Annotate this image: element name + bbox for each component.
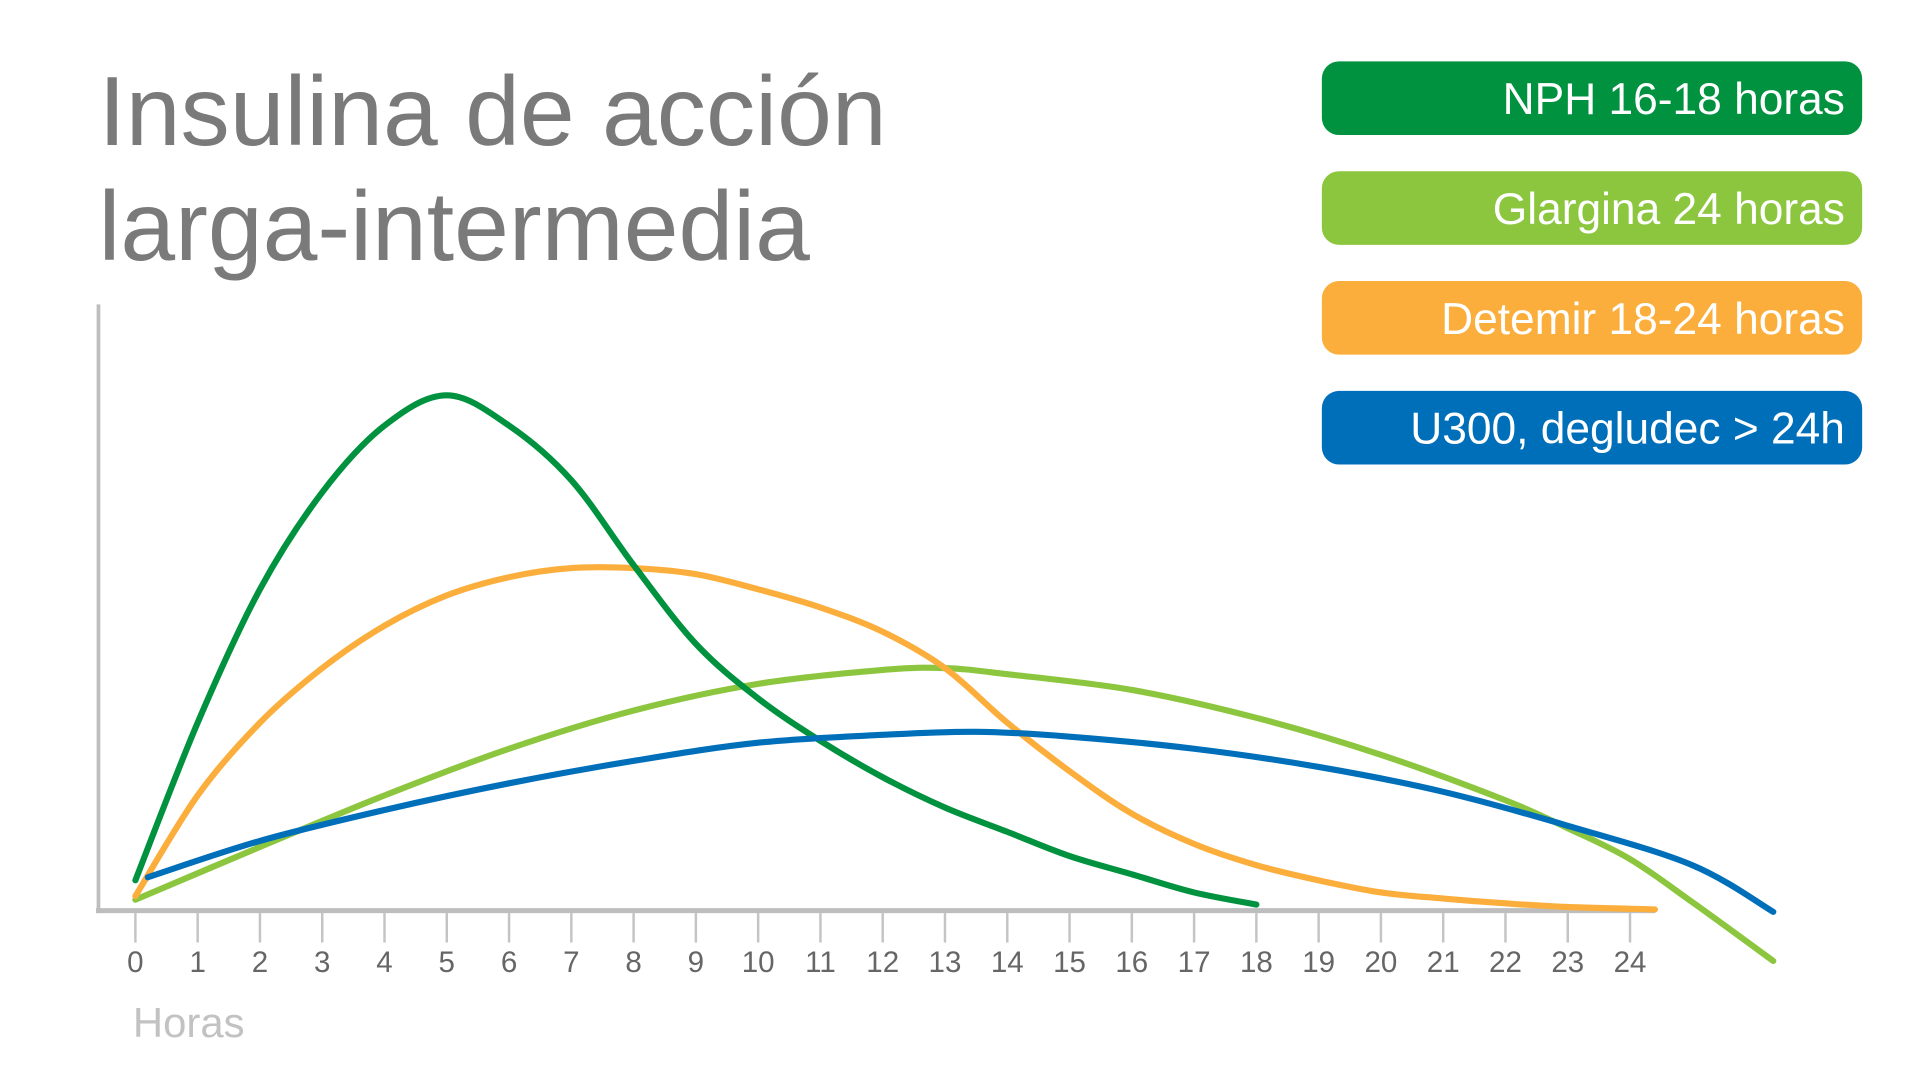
legend-swatch [1321, 61, 1863, 136]
x-tick-label: 1 [189, 946, 205, 979]
x-tick-label: 13 [929, 946, 962, 979]
legend-label: Detemir 18-24 horas [1441, 295, 1845, 344]
x-tick-label: 11 [805, 946, 836, 979]
x-tick-label: 6 [501, 946, 517, 979]
legend: NPH 16-18 horas Glargina 24 horas Detemir … [1321, 61, 1863, 465]
legend-item: U300, degludec > 24h [1321, 390, 1863, 465]
legend-swatch [1321, 390, 1863, 465]
x-tick-label: 16 [1115, 946, 1148, 979]
x-tick-label: 19 [1302, 946, 1335, 979]
x-tick-label: 9 [688, 946, 704, 979]
x-tick-label: 8 [625, 946, 641, 979]
x-tick-label: 15 [1053, 946, 1086, 979]
x-axis-label: Horas [133, 999, 245, 1046]
x-tick-label: 4 [376, 946, 392, 979]
legend-label: Glargina 24 horas [1493, 185, 1845, 234]
axes [96, 304, 1656, 914]
x-tick-label: 22 [1489, 946, 1522, 979]
legend-item: Detemir 18-24 horas [1321, 281, 1863, 355]
x-tick-label: 0 [127, 946, 143, 979]
x-tick-label: 20 [1365, 946, 1398, 979]
series-line-3 [144, 728, 1777, 915]
chart-title-line-2: larga-intermedia [98, 171, 810, 281]
x-tick-label: 10 [742, 946, 775, 979]
legend-item: Glargina 24 horas [1321, 171, 1863, 245]
x-tick-label: 21 [1427, 946, 1460, 979]
x-tick-label: 24 [1614, 946, 1647, 979]
x-tick-label: 12 [866, 946, 899, 979]
legend-swatch [1321, 171, 1863, 245]
x-tick-label: 17 [1178, 946, 1211, 979]
x-tick-label: 2 [252, 946, 268, 979]
x-tick-label: 14 [991, 946, 1024, 979]
x-tick-label: 18 [1240, 946, 1273, 979]
chart-title-line-1: Insulina de acción [98, 56, 886, 166]
legend-swatch [1321, 281, 1863, 355]
x-tick-label: 5 [439, 946, 455, 979]
series-line-0 [132, 392, 1260, 908]
x-tick-label: 7 [563, 946, 579, 979]
x-tick-label: 3 [314, 946, 330, 979]
legend-item: NPH 16-18 horas [1321, 61, 1863, 136]
legend-label: U300, degludec > 24h [1410, 405, 1845, 454]
legend-label: NPH 16-18 horas [1503, 75, 1845, 124]
series-line-2 [132, 564, 1659, 913]
series-lines [132, 392, 1777, 965]
x-tick-label: 23 [1551, 946, 1584, 979]
x-ticks: 0 1 2 3 4 5 6 7 8 9 10 11 12 13 14 15 16 17 18 19 20 21 22 23 24 [127, 913, 1646, 979]
